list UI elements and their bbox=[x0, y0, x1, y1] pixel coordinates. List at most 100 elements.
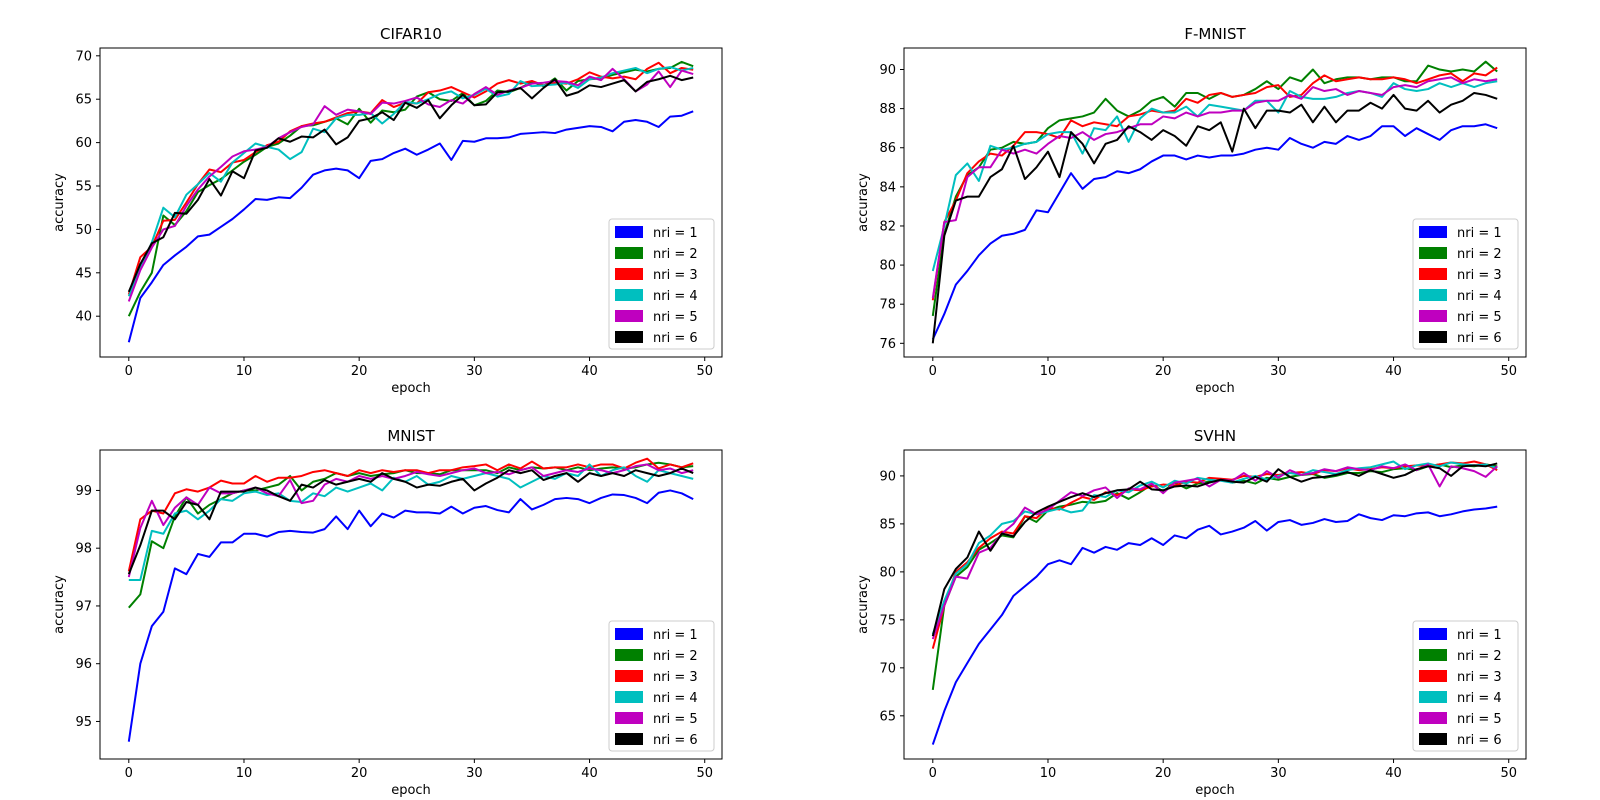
series-line-nri-1 bbox=[127, 489, 694, 742]
legend-swatch-nri-1 bbox=[615, 628, 643, 640]
y-tick-label: 60 bbox=[75, 136, 92, 151]
series-line-nri-4 bbox=[931, 80, 1498, 272]
x-tick-label: 20 bbox=[1155, 364, 1172, 379]
legend-label-nri-4: nri = 4 bbox=[653, 289, 698, 304]
x-tick-label: 40 bbox=[581, 766, 598, 781]
legend-swatch-nri-5 bbox=[615, 310, 643, 322]
series-line-nri-4 bbox=[931, 460, 1498, 635]
y-tick-label: 95 bbox=[75, 715, 92, 730]
legend: nri = 1 nri = 2 nri = 3 nri = 4 nri = 5 nri =… bbox=[1412, 218, 1519, 350]
series-line-nri-6 bbox=[931, 91, 1498, 344]
y-tick-label: 50 bbox=[75, 223, 92, 238]
x-tick-label: 40 bbox=[1385, 766, 1402, 781]
series-line-nri-5 bbox=[931, 463, 1498, 640]
legend-label-nri-3: nri = 3 bbox=[1457, 670, 1502, 685]
x-axis-label: epoch bbox=[1195, 381, 1235, 396]
legend-label-nri-5: nri = 5 bbox=[653, 310, 698, 325]
legend-label-nri-6: nri = 6 bbox=[653, 733, 698, 748]
y-tick-label: 88 bbox=[879, 102, 896, 117]
legend-swatch-nri-2 bbox=[615, 649, 643, 661]
y-tick-label: 65 bbox=[879, 709, 896, 724]
legend-label-nri-4: nri = 4 bbox=[653, 691, 698, 706]
y-tick-label: 98 bbox=[75, 542, 92, 557]
legend-label-nri-2: nri = 2 bbox=[653, 649, 698, 664]
legend-swatch-nri-3 bbox=[615, 670, 643, 682]
x-tick-label: 10 bbox=[236, 766, 253, 781]
y-tick-label: 80 bbox=[879, 259, 896, 274]
y-tick-label: 84 bbox=[879, 180, 896, 195]
series-line-nri-1 bbox=[931, 123, 1498, 340]
y-tick-label: 75 bbox=[879, 613, 896, 628]
y-tick-label: 90 bbox=[879, 469, 896, 484]
x-tick-label: 40 bbox=[1385, 364, 1402, 379]
chart-panel-0: CIFAR10 0 10 20 30 40 50 40 45 50 55 60 65 70 epoch acc… bbox=[52, 25, 723, 396]
y-tick-label: 96 bbox=[75, 657, 92, 672]
legend-label-nri-5: nri = 5 bbox=[1457, 712, 1502, 727]
y-axis-label: accuracy bbox=[52, 173, 67, 232]
x-axis-label: epoch bbox=[391, 783, 431, 798]
legend-swatch-nri-3 bbox=[1419, 670, 1447, 682]
legend-label-nri-1: nri = 1 bbox=[1457, 226, 1502, 241]
chart-title: F-MNIST bbox=[1184, 25, 1246, 43]
legend-label-nri-6: nri = 6 bbox=[1457, 733, 1502, 748]
x-tick-label: 10 bbox=[1040, 766, 1057, 781]
legend-swatch-nri-6 bbox=[1419, 733, 1447, 745]
x-tick-label: 0 bbox=[125, 766, 133, 781]
series-line-nri-1 bbox=[127, 110, 694, 343]
x-tick-label: 50 bbox=[1500, 364, 1517, 379]
legend-label-nri-2: nri = 2 bbox=[653, 247, 698, 262]
x-tick-label: 50 bbox=[696, 766, 713, 781]
legend-label-nri-3: nri = 3 bbox=[653, 268, 698, 283]
legend-swatch-nri-1 bbox=[615, 226, 643, 238]
x-tick-label: 10 bbox=[1040, 364, 1057, 379]
x-tick-label: 50 bbox=[696, 364, 713, 379]
series-line-nri-3 bbox=[931, 460, 1498, 649]
legend-label-nri-5: nri = 5 bbox=[1457, 310, 1502, 325]
axes-frame bbox=[99, 47, 723, 358]
legend-swatch-nri-4 bbox=[1419, 691, 1447, 703]
legend: nri = 1 nri = 2 nri = 3 nri = 4 nri = 5 nri =… bbox=[1412, 620, 1519, 752]
y-tick-label: 85 bbox=[879, 517, 896, 532]
x-tick-label: 20 bbox=[351, 766, 368, 781]
legend-label-nri-6: nri = 6 bbox=[653, 331, 698, 346]
series-line-nri-2 bbox=[128, 461, 694, 609]
y-axis-label: accuracy bbox=[856, 173, 871, 232]
x-axis-label: epoch bbox=[391, 381, 431, 396]
legend-swatch-nri-1 bbox=[1419, 628, 1447, 640]
x-tick-label: 0 bbox=[929, 364, 937, 379]
x-axis-label: epoch bbox=[1195, 783, 1235, 798]
x-tick-label: 30 bbox=[466, 364, 483, 379]
series-line-nri-3 bbox=[931, 66, 1498, 301]
chart-title: SVHN bbox=[1194, 427, 1236, 445]
y-tick-label: 82 bbox=[879, 219, 896, 234]
chart-title: CIFAR10 bbox=[380, 25, 442, 43]
series-line-nri-6 bbox=[127, 74, 694, 293]
x-tick-label: 0 bbox=[929, 766, 937, 781]
legend-label-nri-4: nri = 4 bbox=[1457, 691, 1502, 706]
x-tick-label: 30 bbox=[1270, 364, 1287, 379]
legend-label-nri-3: nri = 3 bbox=[653, 670, 698, 685]
legend-label-nri-4: nri = 4 bbox=[1457, 289, 1502, 304]
y-tick-label: 90 bbox=[879, 63, 896, 78]
series-line-nri-1 bbox=[931, 505, 1498, 745]
series-line-nri-3 bbox=[127, 457, 694, 572]
legend-swatch-nri-4 bbox=[615, 289, 643, 301]
legend-swatch-nri-5 bbox=[1419, 712, 1447, 724]
x-tick-label: 10 bbox=[236, 364, 253, 379]
x-tick-label: 20 bbox=[351, 364, 368, 379]
y-tick-label: 99 bbox=[75, 484, 92, 499]
axes-frame bbox=[903, 449, 1527, 760]
legend-label-nri-3: nri = 3 bbox=[1457, 268, 1502, 283]
y-tick-label: 76 bbox=[879, 337, 896, 352]
axes-frame bbox=[99, 449, 723, 760]
y-tick-label: 45 bbox=[75, 266, 92, 281]
legend: nri = 1 nri = 2 nri = 3 nri = 4 nri = 5 nri =… bbox=[608, 620, 715, 752]
legend-swatch-nri-2 bbox=[615, 247, 643, 259]
series-line-nri-5 bbox=[127, 463, 694, 578]
series-line-nri-6 bbox=[931, 462, 1498, 637]
y-tick-label: 65 bbox=[75, 93, 92, 108]
legend-swatch-nri-5 bbox=[1419, 310, 1447, 322]
series-line-nri-5 bbox=[127, 67, 694, 302]
x-tick-label: 0 bbox=[125, 364, 133, 379]
